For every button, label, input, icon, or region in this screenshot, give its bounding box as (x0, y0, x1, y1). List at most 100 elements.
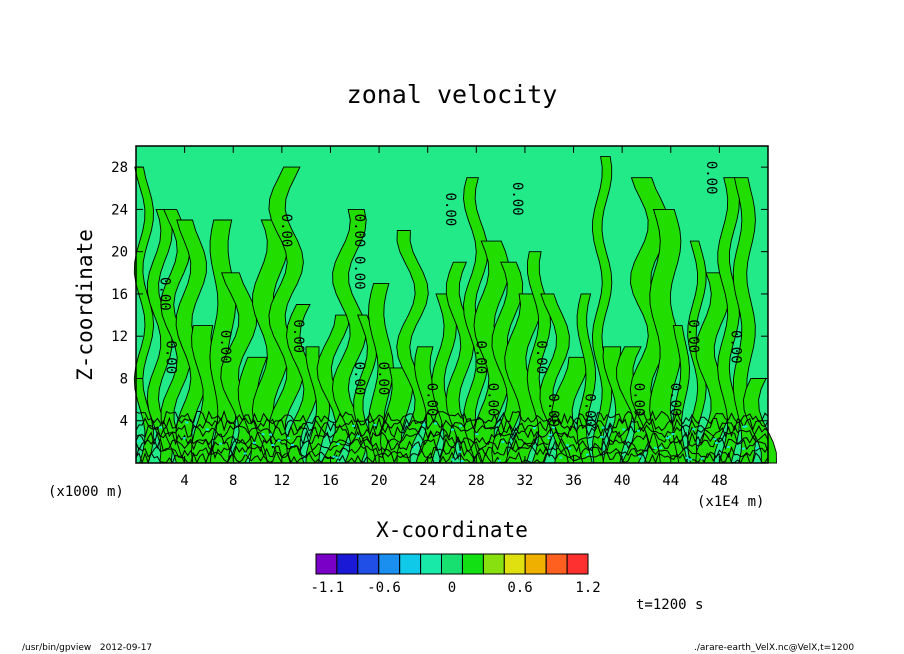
contour-label: 0.00 (703, 161, 719, 195)
colorbar-tick-label: 0 (448, 580, 456, 596)
colorbar (315, 553, 589, 575)
colorbar-cell (441, 553, 463, 575)
field-patch (533, 427, 536, 430)
field-patch (622, 428, 626, 431)
field-patch (261, 433, 265, 436)
boundary-contour (135, 423, 769, 440)
x-tick-label: 32 (516, 473, 533, 489)
positive-plume (672, 325, 690, 464)
x-axis-title: X-coordinate (376, 518, 528, 542)
field-patch (243, 452, 247, 455)
boundary-contour (135, 430, 769, 447)
contour-label: 0.00 (533, 340, 549, 374)
field-patch (290, 444, 294, 446)
field-patch (335, 456, 339, 459)
boundary-contour (135, 409, 769, 425)
field-patch (689, 458, 693, 461)
x-tick-label: 12 (273, 473, 290, 489)
positive-plume (576, 293, 597, 464)
colorbar-cell (315, 553, 338, 575)
field-patch (714, 442, 718, 444)
field-patch (434, 422, 438, 425)
colorbar-cell (482, 553, 505, 575)
positive-plume (368, 282, 394, 464)
field-patch (356, 435, 360, 438)
field-patch (744, 425, 748, 428)
field-patch (219, 442, 222, 445)
y-axis: 4 8 12 16 20 24 28 (111, 160, 768, 430)
x-scale-label: (x1E4 m) (697, 494, 764, 510)
contour-label: 0.00 (351, 256, 367, 290)
positive-plume (160, 208, 191, 464)
field-patch (742, 447, 745, 450)
positive-plume (602, 346, 634, 464)
field-patch (585, 453, 589, 456)
field-patch (742, 425, 746, 428)
colorbar-cell (566, 553, 589, 575)
positive-plume (732, 177, 756, 464)
field-patch (159, 426, 162, 429)
field-patch (501, 441, 505, 443)
x-tick-label: 4 (180, 473, 188, 489)
x-unit-label: (x1000 m) (48, 484, 124, 500)
colorbar-tick-labels: -1.1 -0.6 0 0.6 1.2 (310, 580, 600, 596)
y-tick-label: 8 (120, 371, 128, 387)
contour-label: 0.00 (290, 319, 306, 353)
colorbar-cell (336, 553, 359, 575)
field-patch (277, 439, 281, 442)
colorbar-tick-label: 1.2 (575, 580, 600, 596)
field-patch (287, 437, 291, 440)
y-tick-label: 24 (111, 202, 128, 218)
field-patch (600, 435, 604, 438)
contour-label: 0.00 (630, 383, 646, 417)
field-patch (552, 426, 555, 429)
contour-label: 0.00 (424, 383, 440, 417)
x-tick-label: 8 (229, 473, 237, 489)
positive-plume (649, 208, 682, 464)
contour-label: 0.00 (545, 393, 561, 427)
field-patch (451, 458, 455, 461)
field-patch (460, 460, 464, 463)
field-patch (700, 457, 704, 460)
colorbar-cell (420, 553, 443, 575)
field-patch (459, 425, 463, 428)
boundary-contour (135, 416, 769, 433)
field-patch (185, 421, 189, 424)
field-patch (451, 428, 454, 431)
field-patch (332, 455, 336, 458)
field-patch (565, 444, 569, 447)
field-patch (205, 428, 209, 431)
contour-label: 0.00 (728, 330, 744, 364)
colorbar-cell (357, 553, 380, 575)
field-patch (659, 446, 663, 449)
field-patch (497, 459, 501, 462)
boundary-contour (135, 451, 769, 465)
contour-label: 0.00 (472, 340, 488, 374)
y-tick-label: 12 (111, 329, 128, 345)
contour-label: 0.00 (156, 277, 172, 311)
zero-contour-lines (135, 409, 769, 465)
positive-plume (473, 240, 510, 464)
positive-plume (445, 261, 475, 464)
field-patch (352, 424, 355, 427)
field-patch (726, 446, 730, 448)
y-tick-label: 4 (120, 414, 128, 430)
x-tick-label: 16 (322, 473, 339, 489)
boundary-contour (135, 443, 769, 460)
plot-area: 0.00 0.00 0.00 0.00 0.00 0.00 0.00 0.00 0.00 0.00… (133, 145, 777, 465)
positive-plume (331, 208, 367, 464)
colorbar-cell (524, 553, 547, 575)
colorbar-cell (378, 553, 401, 575)
field-patch (269, 433, 272, 436)
colorbar-cell (462, 553, 484, 575)
field-patch (271, 444, 275, 446)
colorbar-tick-label: 0.6 (507, 580, 532, 596)
colorbar-tick-label: -1.1 (310, 580, 344, 596)
colorbar-tick-label: -0.6 (367, 580, 401, 596)
field-patch (668, 435, 672, 438)
field-patch (252, 441, 256, 444)
contour-label: 0.00 (485, 383, 501, 417)
field-patch (547, 437, 551, 440)
field-patch (601, 426, 605, 429)
field-patch (413, 446, 417, 449)
